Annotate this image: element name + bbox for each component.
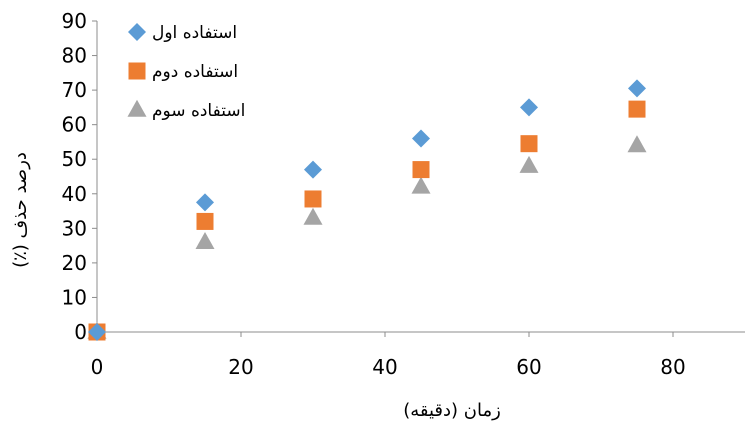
data-point-series-2: [196, 212, 214, 230]
data-point-series-2: [412, 161, 430, 179]
y-tick-label: 50: [62, 147, 87, 171]
y-tick-label: 40: [62, 182, 87, 206]
legend-label-series-2: استفاده دوم: [152, 62, 238, 82]
x-tick-label: 60: [516, 355, 541, 379]
x-tick-label: 20: [228, 355, 253, 379]
data-point-series-1: [196, 193, 214, 212]
x-tick-label: 80: [660, 355, 685, 379]
data-point-series-3: [519, 155, 539, 173]
data-point-series-1: [628, 79, 646, 98]
y-tick-label: 90: [62, 9, 87, 33]
data-point-series-2: [628, 100, 646, 118]
tick-labels: 0 10 20 30 40 50 60 70 80 90 0 20 40 60 80: [62, 9, 686, 379]
y-tick-label: 60: [62, 113, 87, 137]
y-tick-label: 80: [62, 44, 87, 68]
legend-marker-series-1: [128, 23, 146, 41]
data-point-series-3: [195, 231, 215, 249]
x-tick-label: 0: [91, 355, 104, 379]
y-axis-title: درصد حذف (٪): [10, 152, 31, 268]
data-point-series-3: [303, 207, 323, 225]
series-3: [87, 135, 647, 339]
legend-marker-series-2: [128, 62, 146, 80]
data-point-series-1: [304, 160, 322, 179]
x-axis-title: زمان (دقیقه): [403, 400, 501, 421]
data-point-series-3: [627, 135, 647, 153]
legend-label-series-3: استفاده سوم: [152, 101, 245, 121]
y-tick-label: 20: [62, 251, 87, 275]
legend-label-series-1: استفاده اول: [152, 23, 237, 43]
data-point-series-1: [520, 98, 538, 117]
y-tick-label: 70: [62, 78, 87, 102]
data-point-series-2: [520, 135, 538, 153]
legend: استفاده اول استفاده دوم استفاده سوم: [127, 23, 245, 121]
y-tick-label: 10: [62, 285, 87, 309]
y-tick-label: 30: [62, 216, 87, 240]
data-points: [87, 79, 647, 341]
x-tick-label: 40: [372, 355, 397, 379]
data-point-series-3: [411, 176, 431, 194]
data-point-series-1: [88, 323, 106, 341]
legend-marker-series-3: [127, 99, 147, 117]
y-tick-label: 0: [74, 320, 87, 344]
series-1: [88, 79, 646, 341]
series-2: [88, 100, 646, 341]
data-point-series-1: [412, 129, 430, 148]
data-point-series-2: [304, 190, 322, 208]
